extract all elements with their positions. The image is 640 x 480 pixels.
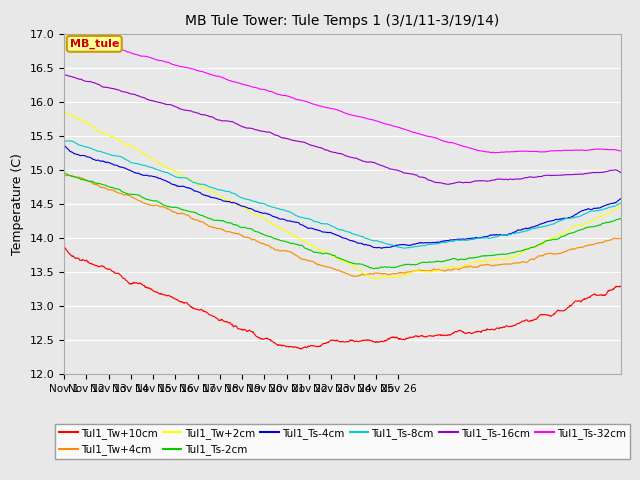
Tul1_Ts-32cm <box>301 98 309 104</box>
Tul1_Ts-16cm <box>134 93 142 98</box>
Tul1_Tw+2cm <box>61 109 68 115</box>
Tul1_Ts-32cm <box>134 52 141 58</box>
Tul1_Tw+2cm <box>302 239 310 245</box>
Tul1_Ts-32cm <box>60 30 68 36</box>
Tul1_Tw+4cm <box>60 173 68 179</box>
Tul1_Tw+10cm <box>365 337 372 343</box>
Tul1_Ts-8cm <box>365 236 372 242</box>
Tul1_Ts-4cm <box>60 142 68 148</box>
Tul1_Ts-8cm <box>134 161 142 167</box>
Line: Tul1_Tw+10cm: Tul1_Tw+10cm <box>64 247 621 349</box>
Tul1_Tw+2cm <box>365 273 372 279</box>
Tul1_Ts-16cm <box>154 99 162 105</box>
Tul1_Ts-4cm <box>353 240 360 245</box>
Tul1_Ts-16cm <box>353 156 361 161</box>
Tul1_Ts-2cm <box>134 192 141 198</box>
Tul1_Tw+2cm <box>617 203 625 208</box>
Tul1_Tw+4cm <box>354 273 362 279</box>
Tul1_Ts-32cm <box>364 116 372 122</box>
Text: MB_tule: MB_tule <box>70 39 119 49</box>
Tul1_Ts-8cm <box>65 138 73 144</box>
Tul1_Ts-16cm <box>445 181 452 187</box>
Tul1_Ts-4cm <box>378 245 385 251</box>
Tul1_Ts-2cm <box>301 245 309 251</box>
Tul1_Ts-8cm <box>617 200 625 206</box>
Tul1_Ts-16cm <box>60 72 68 78</box>
Tul1_Ts-4cm <box>248 206 255 212</box>
Tul1_Tw+4cm <box>65 172 72 178</box>
Tul1_Ts-2cm <box>60 170 68 176</box>
Legend: Tul1_Tw+10cm, Tul1_Tw+4cm, Tul1_Tw+2cm, Tul1_Ts-2cm, Tul1_Ts-4cm, Tul1_Ts-8cm, T: Tul1_Tw+10cm, Tul1_Tw+4cm, Tul1_Tw+2cm, … <box>54 424 630 459</box>
Title: MB Tule Tower: Tule Temps 1 (3/1/11-3/19/14): MB Tule Tower: Tule Temps 1 (3/1/11-3/19… <box>185 14 500 28</box>
Tul1_Tw+10cm <box>134 281 141 287</box>
Tul1_Ts-2cm <box>371 266 378 272</box>
Tul1_Tw+2cm <box>353 265 361 271</box>
Tul1_Tw+2cm <box>372 276 380 282</box>
Tul1_Tw+10cm <box>154 290 162 296</box>
Line: Tul1_Ts-16cm: Tul1_Ts-16cm <box>64 75 621 184</box>
Tul1_Tw+10cm <box>353 338 361 344</box>
Tul1_Ts-4cm <box>134 170 141 176</box>
Tul1_Ts-4cm <box>154 175 162 181</box>
Line: Tul1_Ts-8cm: Tul1_Ts-8cm <box>64 141 621 248</box>
Y-axis label: Temperature (C): Temperature (C) <box>11 153 24 255</box>
Tul1_Tw+4cm <box>248 237 256 243</box>
Line: Tul1_Ts-32cm: Tul1_Ts-32cm <box>64 33 621 153</box>
Tul1_Ts-32cm <box>248 84 255 90</box>
Tul1_Ts-4cm <box>364 242 372 248</box>
Tul1_Ts-32cm <box>492 150 499 156</box>
Tul1_Ts-16cm <box>365 159 372 165</box>
Tul1_Ts-32cm <box>617 148 625 154</box>
Tul1_Ts-4cm <box>301 224 309 229</box>
Tul1_Tw+10cm <box>248 329 255 335</box>
Tul1_Ts-4cm <box>617 196 625 202</box>
Tul1_Tw+2cm <box>154 160 162 166</box>
Tul1_Tw+4cm <box>353 274 360 279</box>
Tul1_Ts-8cm <box>154 167 162 173</box>
Tul1_Ts-2cm <box>364 264 372 270</box>
Tul1_Tw+10cm <box>302 345 310 350</box>
Tul1_Tw+2cm <box>134 147 142 153</box>
Line: Tul1_Tw+2cm: Tul1_Tw+2cm <box>64 112 621 279</box>
Tul1_Ts-2cm <box>353 261 360 267</box>
Tul1_Tw+4cm <box>134 197 142 203</box>
Tul1_Ts-2cm <box>154 199 162 204</box>
Tul1_Tw+4cm <box>302 257 310 263</box>
Tul1_Tw+2cm <box>60 109 68 115</box>
Tul1_Tw+10cm <box>60 244 68 250</box>
Tul1_Ts-8cm <box>401 245 408 251</box>
Line: Tul1_Ts-2cm: Tul1_Ts-2cm <box>64 173 621 269</box>
Tul1_Tw+4cm <box>365 271 373 277</box>
Tul1_Ts-16cm <box>617 169 625 175</box>
Tul1_Ts-2cm <box>617 216 625 222</box>
Tul1_Ts-16cm <box>302 140 310 146</box>
Tul1_Ts-2cm <box>248 226 255 232</box>
Tul1_Ts-8cm <box>248 198 256 204</box>
Tul1_Ts-8cm <box>302 216 310 221</box>
Tul1_Ts-16cm <box>61 72 69 78</box>
Tul1_Ts-8cm <box>353 232 361 238</box>
Tul1_Ts-8cm <box>60 138 68 144</box>
Tul1_Ts-32cm <box>154 58 162 63</box>
Tul1_Tw+4cm <box>617 236 625 241</box>
Line: Tul1_Tw+4cm: Tul1_Tw+4cm <box>64 175 621 276</box>
Tul1_Tw+4cm <box>154 203 162 208</box>
Tul1_Ts-32cm <box>353 113 360 119</box>
Line: Tul1_Ts-4cm: Tul1_Ts-4cm <box>64 145 621 248</box>
Tul1_Tw+2cm <box>248 210 256 216</box>
Tul1_Tw+10cm <box>617 284 625 289</box>
Tul1_Ts-16cm <box>248 126 256 132</box>
Tul1_Tw+10cm <box>296 346 304 352</box>
